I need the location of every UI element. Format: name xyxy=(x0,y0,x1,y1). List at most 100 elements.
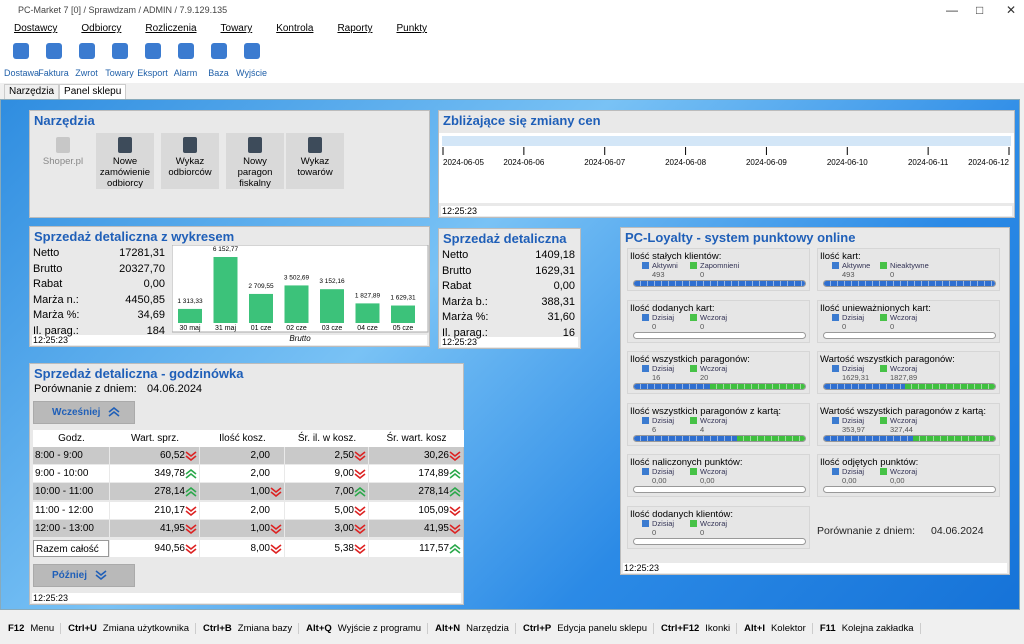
toolbar-button[interactable]: Baza xyxy=(202,38,235,83)
card-value: 493 xyxy=(652,270,665,279)
row-label: Rabat xyxy=(442,280,472,292)
tool-button[interactable]: Nowe zamówienie odbiorcy xyxy=(96,133,154,189)
shortcut-label: Zmiana użytkownika xyxy=(102,622,189,634)
shortcut[interactable]: Ctrl+P Edycja panelu sklepu xyxy=(523,622,654,634)
shortcut[interactable]: Ctrl+U Zmiana użytkownika xyxy=(68,622,196,634)
trend-down xyxy=(449,451,461,461)
legend-label: Aktywni xyxy=(652,261,678,270)
chevron xyxy=(449,469,461,479)
menu-item[interactable]: Odbiorcy xyxy=(81,23,122,34)
progress-bar xyxy=(823,486,996,493)
shortcut-key: Alt+N xyxy=(435,622,461,634)
window-title: PC-Market 7 [0] / Sprawdzam / ADMIN / 7.… xyxy=(18,5,228,15)
toolbar-button[interactable]: Eksport xyxy=(136,38,169,83)
toolbar-label: Dostawa xyxy=(4,68,40,78)
table-cell: 278,14 xyxy=(369,483,463,501)
toolbar-button[interactable]: Faktura xyxy=(37,38,70,83)
progress-bar xyxy=(633,280,806,287)
x-tick-label: 30 maj xyxy=(179,325,200,332)
maximize[interactable]: □ xyxy=(976,3,984,17)
card-value: 0 xyxy=(890,321,895,331)
toolbar-label: Eksport xyxy=(137,68,168,78)
chevron xyxy=(185,451,197,461)
tool-icon xyxy=(118,137,132,153)
card-title: Ilość dodanych kart: xyxy=(630,302,715,314)
row-label: Brutto xyxy=(442,264,472,277)
bar xyxy=(213,257,238,323)
earlier-button[interactable]: Wcześniej xyxy=(33,401,135,424)
row-value: 1409,18 xyxy=(535,249,575,261)
row-label: Rabat xyxy=(33,278,63,290)
row-value: 31,60 xyxy=(547,311,575,323)
panel-title: Sprzedaż detaliczna z wykresem xyxy=(34,229,235,244)
close[interactable]: ✕ xyxy=(1006,3,1017,17)
tab[interactable]: Panel sklepu xyxy=(59,84,127,99)
tool-button[interactable]: Nowy paragon fiskalny xyxy=(226,133,284,189)
toolbar-button[interactable]: Dostawa xyxy=(4,38,40,83)
sales-panel: Sprzedaż detaliczna 12:25:23 Netto 1409,18 B… xyxy=(438,228,581,349)
menu-item[interactable]: Kontrola xyxy=(276,23,314,34)
tool-button[interactable]: Wykaz odbiorców xyxy=(161,133,219,189)
row-value: 17281,31 xyxy=(119,247,165,259)
chevron xyxy=(108,406,120,417)
shortcut[interactable]: Alt+Q Wyjście z programu xyxy=(306,622,429,634)
tool-button[interactable]: Wykaz towarów xyxy=(286,133,344,189)
card-title: Ilość stałych klientów: xyxy=(630,251,722,262)
table-cell: 5,00 xyxy=(285,501,368,519)
menu-item[interactable]: Raporty xyxy=(337,23,373,34)
table-cell: 349,78 xyxy=(110,465,199,483)
shortcut[interactable]: Ctrl+B Zmiana bazy xyxy=(203,622,300,634)
shortcut[interactable]: F12 Menu xyxy=(8,622,62,634)
progress-bar xyxy=(823,331,996,339)
stat-card: Ilość stałych klientów: Aktywni 493 Zapomni… xyxy=(627,248,810,291)
tool-button[interactable]: Shoper.pl xyxy=(34,133,92,189)
legend-swatch xyxy=(690,365,697,372)
tab[interactable]: Narzędzia xyxy=(4,84,60,99)
table-cell: 940,56 xyxy=(110,540,199,557)
shortcut[interactable]: F11 Kolejna zakładka xyxy=(820,622,921,634)
toolbar-button[interactable]: Towary xyxy=(103,38,136,83)
toolbar-button[interactable]: Wyjście xyxy=(235,38,268,83)
chevron xyxy=(270,524,282,534)
timeline: 2024-06-05 2024-06-06 2024-06-07 2024-06-08… xyxy=(439,133,1014,203)
legend-label: Dzisiaj xyxy=(842,312,865,322)
shortcut[interactable]: Ctrl+F12 Ikonki xyxy=(661,622,738,634)
shortcut-key: Ctrl+F12 xyxy=(661,622,700,634)
card-title: Ilość odjętych punktów: xyxy=(820,457,919,468)
timestamp: 12:25:23 xyxy=(441,206,1012,216)
toolbar-button[interactable]: Zwrot xyxy=(70,38,103,83)
tabs: Narzędzia Panel sklepu xyxy=(4,84,127,99)
cell-text: 940,56 xyxy=(154,543,185,554)
toolbar-button[interactable]: Alarm xyxy=(169,38,202,83)
shortcut-key: Ctrl+U xyxy=(68,622,97,634)
menu-item[interactable]: Towary xyxy=(220,23,253,34)
shortcut[interactable]: Alt+I Kolektor xyxy=(744,622,813,634)
table-cell: Razem całość xyxy=(33,540,109,557)
card-value: 0,00 xyxy=(842,476,857,485)
row-value: 0,00 xyxy=(143,278,165,290)
minimize[interactable]: — xyxy=(946,3,958,17)
table-cell: 41,95 xyxy=(369,519,463,537)
menu-item[interactable]: Dostawcy xyxy=(14,23,58,34)
menu-item[interactable]: Punkty xyxy=(396,23,428,34)
legend-swatch xyxy=(832,416,839,424)
cell-text: 278,14 xyxy=(418,486,449,498)
stat-card: Ilość naliczonych punktów: Dzisiaj 0,00 Wcz… xyxy=(627,454,810,497)
timestamp: 12:25:23 xyxy=(623,563,1007,573)
compare-date: 04.06.2024 xyxy=(931,525,984,537)
later-button[interactable]: Później xyxy=(33,564,135,587)
toolbar-icon xyxy=(45,43,62,59)
legend-swatch xyxy=(880,416,887,424)
menu-item[interactable]: Rozliczenia xyxy=(145,23,197,34)
chevron xyxy=(449,505,461,516)
cell-text: 2,50 xyxy=(334,450,354,461)
shortcut[interactable]: Alt+N Narzędzia xyxy=(435,622,516,634)
bar-value-label: 1 313,33 xyxy=(177,298,203,305)
progress-today xyxy=(824,435,913,441)
row-value: 184 xyxy=(146,324,165,337)
cell-text: 2,00 xyxy=(250,504,270,516)
table-cell: 41,95 xyxy=(110,519,199,537)
cell-text: 210,17 xyxy=(154,504,185,516)
chevron xyxy=(185,469,197,479)
